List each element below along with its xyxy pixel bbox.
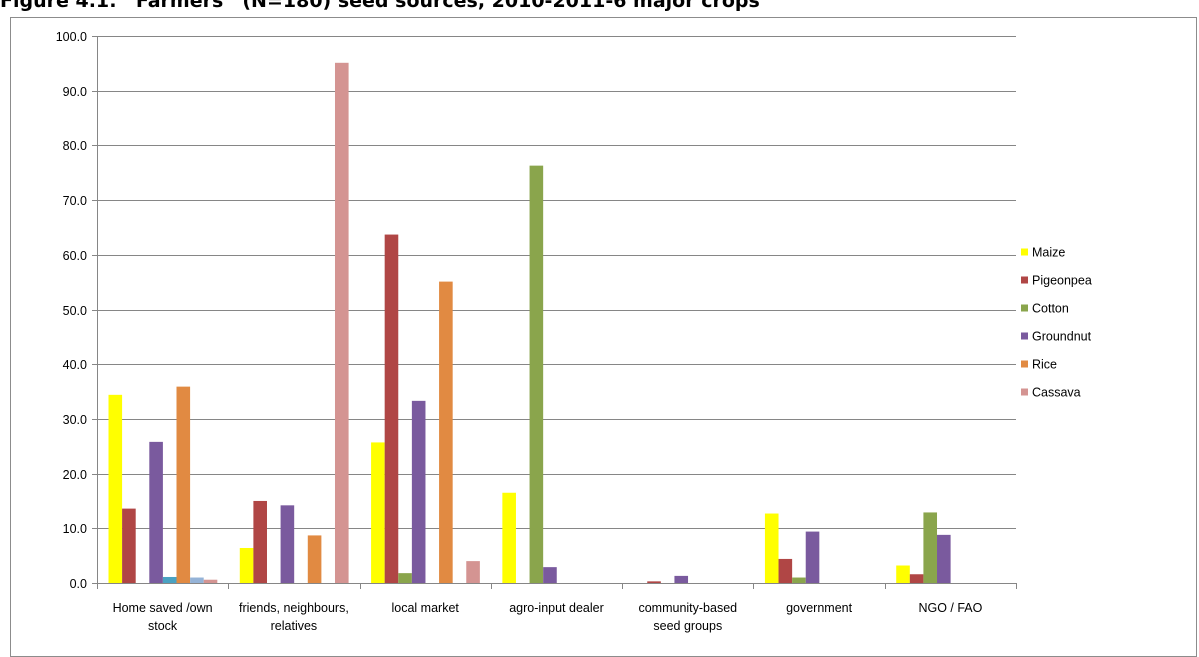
y-tick-label: 50.0 xyxy=(63,304,87,318)
figure-title: Figure 4.1: “Farmers” (N=180) seed sourc… xyxy=(0,0,760,12)
legend-label: Cassava xyxy=(1032,386,1081,400)
grid-lines xyxy=(92,36,1016,584)
legend-label: Groundnut xyxy=(1032,330,1092,344)
x-tick-label: friends, neighbours, xyxy=(239,601,349,615)
x-tick-label: local market xyxy=(392,601,460,615)
x-tick-label: agro-input dealer xyxy=(509,601,604,615)
y-tick-label: 20.0 xyxy=(63,468,87,482)
x-tick-label: relatives xyxy=(271,619,318,633)
legend-swatch xyxy=(1021,248,1028,256)
bar xyxy=(647,581,661,583)
legend-label: Pigeonpea xyxy=(1032,274,1092,288)
bar xyxy=(543,567,557,583)
bar xyxy=(384,234,399,583)
x-tick-label: community-based xyxy=(638,601,737,615)
legend-label: Cotton xyxy=(1032,302,1069,316)
legend-swatch xyxy=(1021,388,1028,396)
bar xyxy=(466,561,480,583)
bar xyxy=(792,577,806,583)
bar xyxy=(937,534,951,583)
axes xyxy=(97,36,1017,589)
bar xyxy=(122,508,136,583)
y-tick-label: 90.0 xyxy=(63,85,87,99)
bar xyxy=(280,505,295,583)
bar xyxy=(190,577,204,583)
legend-swatch xyxy=(1021,276,1028,284)
x-tick-label: NGO / FAO xyxy=(918,601,982,615)
y-tick-labels: 0.0 10.0 20.0 30.0 40.0 50.0 60.0 70.0 80.0 90.0 1… xyxy=(56,30,87,591)
legend: Maize Pigeonpea Cotton Groundnut Rice Cassava xyxy=(1021,246,1092,400)
legend-swatch xyxy=(1021,304,1028,312)
legend-label: Maize xyxy=(1032,246,1065,260)
y-tick-label: 30.0 xyxy=(63,413,87,427)
y-tick-label: 80.0 xyxy=(63,139,87,153)
bar xyxy=(149,441,163,583)
bar xyxy=(439,281,453,583)
x-tick-labels: Home saved /own stock friends, neighbours,… xyxy=(113,601,983,633)
bar xyxy=(108,394,123,583)
bar xyxy=(176,386,191,583)
legend-swatch xyxy=(1021,332,1028,340)
bars xyxy=(108,62,951,584)
x-tick-label: stock xyxy=(148,619,178,633)
bar xyxy=(778,558,793,583)
bar xyxy=(253,500,267,583)
bar xyxy=(239,547,254,583)
y-tick-label: 60.0 xyxy=(63,249,87,263)
bar xyxy=(764,513,779,583)
bar xyxy=(203,579,218,583)
bar xyxy=(411,400,426,583)
y-tick-label: 40.0 xyxy=(63,358,87,372)
bar xyxy=(398,573,412,583)
x-tick-label: Home saved /own xyxy=(113,601,213,615)
bar xyxy=(805,531,820,583)
x-tick-label: government xyxy=(786,601,853,615)
y-tick-label: 70.0 xyxy=(63,194,87,208)
bar xyxy=(162,576,177,583)
bar xyxy=(923,512,938,583)
y-tick-label: 10.0 xyxy=(63,522,87,536)
bar xyxy=(674,575,689,583)
y-tick-label: 100.0 xyxy=(56,30,87,44)
bar xyxy=(334,62,349,584)
y-tick-label: 0.0 xyxy=(70,577,87,591)
x-tick-label: seed groups xyxy=(653,619,722,633)
bar xyxy=(371,442,385,583)
bar xyxy=(502,492,516,583)
legend-swatch xyxy=(1021,360,1028,368)
bar xyxy=(529,165,544,583)
legend-label: Rice xyxy=(1032,358,1057,372)
bar xyxy=(896,565,910,583)
bar xyxy=(909,574,924,583)
bar xyxy=(307,535,322,583)
